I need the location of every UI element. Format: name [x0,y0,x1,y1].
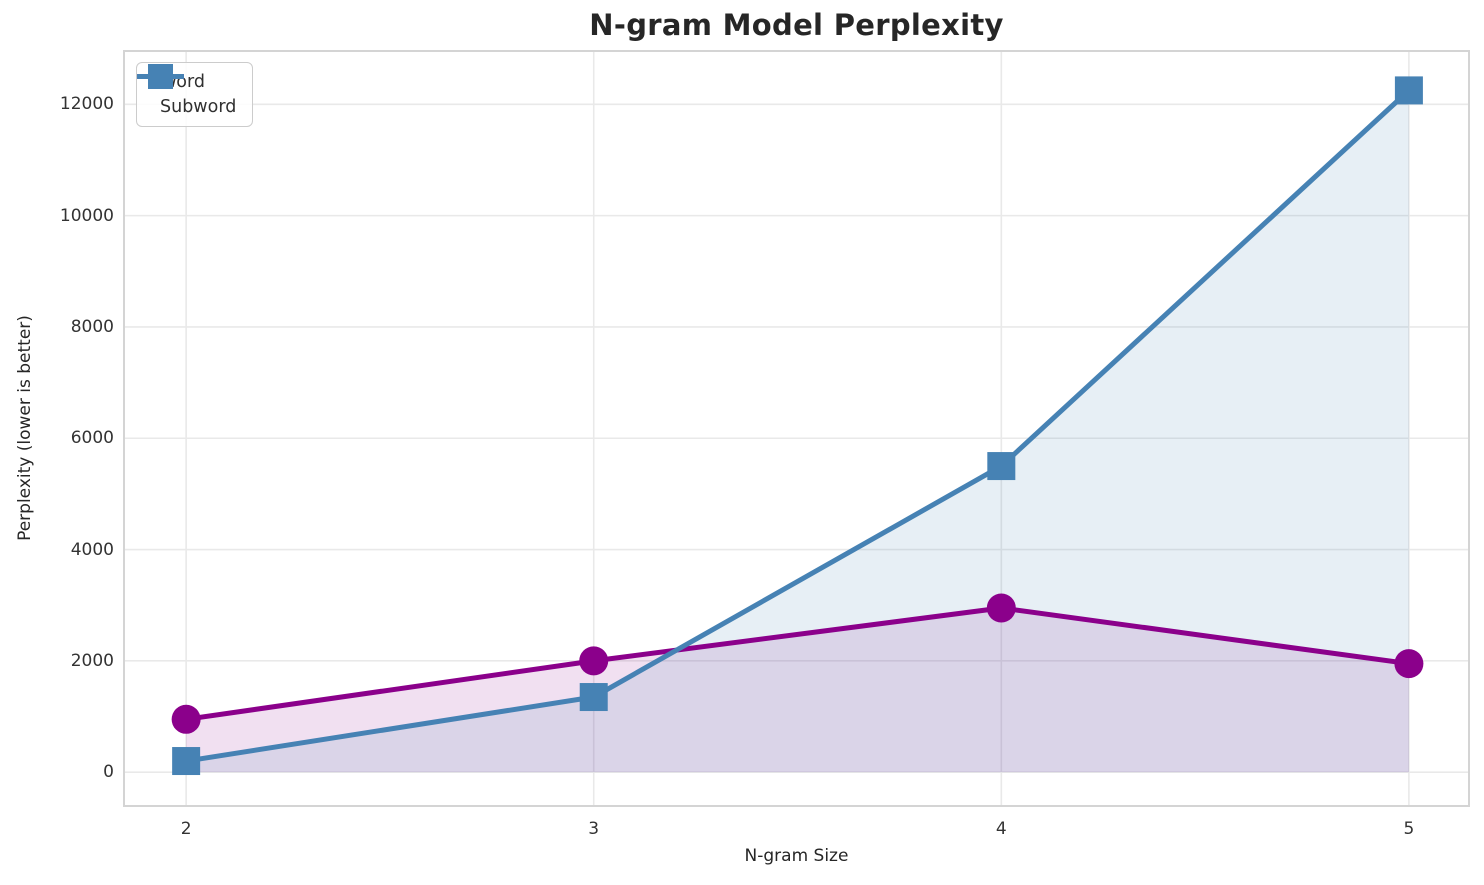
square-marker-icon [137,64,184,89]
legend: Word Subword [136,62,254,127]
x-axis-label: N-gram Size [744,846,849,866]
y-tick-label: 10000 [59,205,114,226]
y-tick-label: 6000 [70,428,114,449]
x-tick-label: 3 [588,819,600,839]
line-word [183,605,1412,722]
marker-circle-word [171,704,201,734]
y-tick-label: 4000 [70,539,114,560]
legend-label: Subword [160,97,237,117]
chart-title: N-gram Model Perplexity [589,8,1004,42]
x-tick-label: 4 [995,819,1007,839]
marker-square-subword [579,683,608,712]
plot-canvas [125,52,1468,805]
legend-item-subword: Subword [137,64,237,117]
marker-circle-word [1394,649,1424,679]
marker-circle-word [579,646,609,676]
y-tick-label: 2000 [70,650,114,671]
marker-circle-word [986,593,1016,623]
marker-square-subword [1394,76,1423,105]
plot-area: Word Subword [123,50,1470,807]
y-tick-label: 0 [103,762,114,783]
marker-square-subword [987,452,1016,481]
area-fill-word [186,607,1409,773]
marker-square-subword [172,747,201,776]
x-tick-label: 2 [180,819,192,839]
y-tick-label: 12000 [59,94,114,115]
area-fill-subword [186,90,1409,773]
line-subword [183,87,1412,764]
y-tick-label: 8000 [70,316,114,337]
x-tick-label: 5 [1403,819,1415,839]
